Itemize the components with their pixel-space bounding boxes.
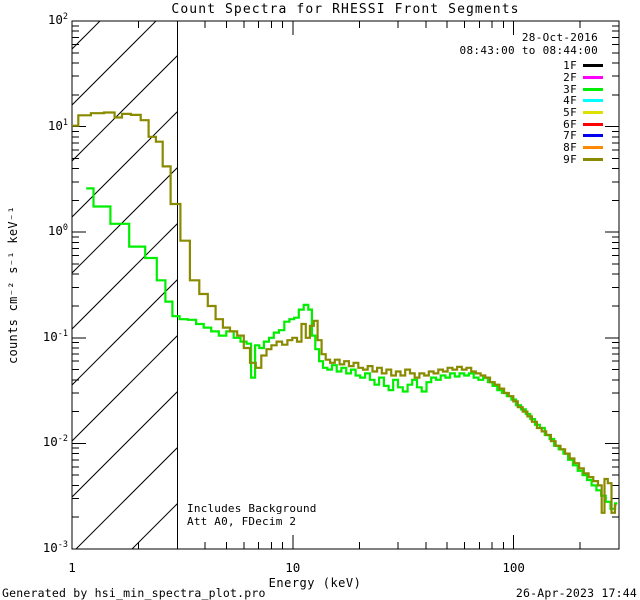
legend-color-line	[583, 87, 603, 91]
attenuator-note: Att A0, FDecim 2	[187, 514, 297, 528]
plot-annotations: Includes Background Att A0, FDecim 2	[187, 502, 317, 528]
axis-ticks	[71, 20, 620, 550]
x-tick-label: 100	[502, 560, 525, 575]
legend-label: 1F	[563, 59, 577, 73]
x-axis-label: Energy (keV)	[268, 576, 362, 590]
legend-label: 5F	[563, 106, 577, 120]
observation-date: 28-Oct-2016	[521, 31, 598, 44]
legend-item-4f: 4F	[563, 94, 603, 108]
legend-label: 4F	[563, 94, 577, 108]
y-tick-label: 102	[47, 12, 68, 28]
legend-item-7f: 7F	[563, 129, 603, 143]
legend-color-line	[583, 64, 603, 68]
legend-item-8f: 8F	[563, 141, 603, 155]
x-tick-label: 10	[285, 560, 301, 575]
legend-label: 9F	[563, 152, 577, 166]
legend-color-line	[583, 99, 603, 103]
x-tick-label: 1	[68, 560, 76, 575]
legend-item-6f: 6F	[563, 117, 603, 131]
legend-item-5f: 5F	[563, 106, 603, 120]
legend-label: 3F	[563, 82, 577, 96]
y-tick-label: 100	[47, 223, 68, 239]
legend-color-line	[583, 134, 603, 138]
legend-color-line	[583, 146, 603, 150]
series-curve-9F	[72, 111, 617, 514]
y-tick-label: 10-3	[42, 540, 68, 556]
series-curve-3F	[86, 187, 618, 510]
legend-color-line	[583, 111, 603, 115]
plot-box	[71, 20, 620, 550]
legend-item-1f: 1F	[563, 59, 603, 73]
y-tick-label: 10-1	[42, 328, 68, 344]
legend: 1F 2F 3F 4F 5F 6F 7F 8F 9F	[563, 59, 603, 166]
background-note: Includes Background	[187, 502, 317, 515]
legend-item-2f: 2F	[563, 71, 603, 85]
generation-timestamp: 26-Apr-2023 17:44	[515, 586, 637, 600]
y-axis-label: counts cm⁻² s⁻¹ keV⁻¹	[6, 205, 20, 365]
hatched-region	[72, 21, 178, 549]
legend-color-line	[583, 76, 603, 80]
legend-color-line	[583, 157, 603, 161]
observation-time-range: 08:43:00 to 08:44:00	[459, 44, 598, 57]
legend-label: 6F	[563, 117, 577, 131]
legend-label: 7F	[563, 129, 577, 143]
chart-title: Count Spectra for RHESSI Front Segments	[171, 2, 520, 17]
generator-credit: Generated by hsi_min_spectra_plot.pro	[2, 586, 266, 600]
y-tick-label: 10-2	[42, 434, 68, 450]
legend-label: 8F	[563, 141, 577, 155]
legend-color-line	[583, 122, 603, 126]
observation-interval: 28-Oct-2016 08:43:00 to 08:44:00	[460, 31, 598, 57]
legend-label: 2F	[563, 71, 577, 85]
legend-item-9f: 9F	[563, 152, 603, 166]
y-tick-label: 101	[47, 117, 68, 133]
legend-item-3f: 3F	[563, 82, 603, 96]
